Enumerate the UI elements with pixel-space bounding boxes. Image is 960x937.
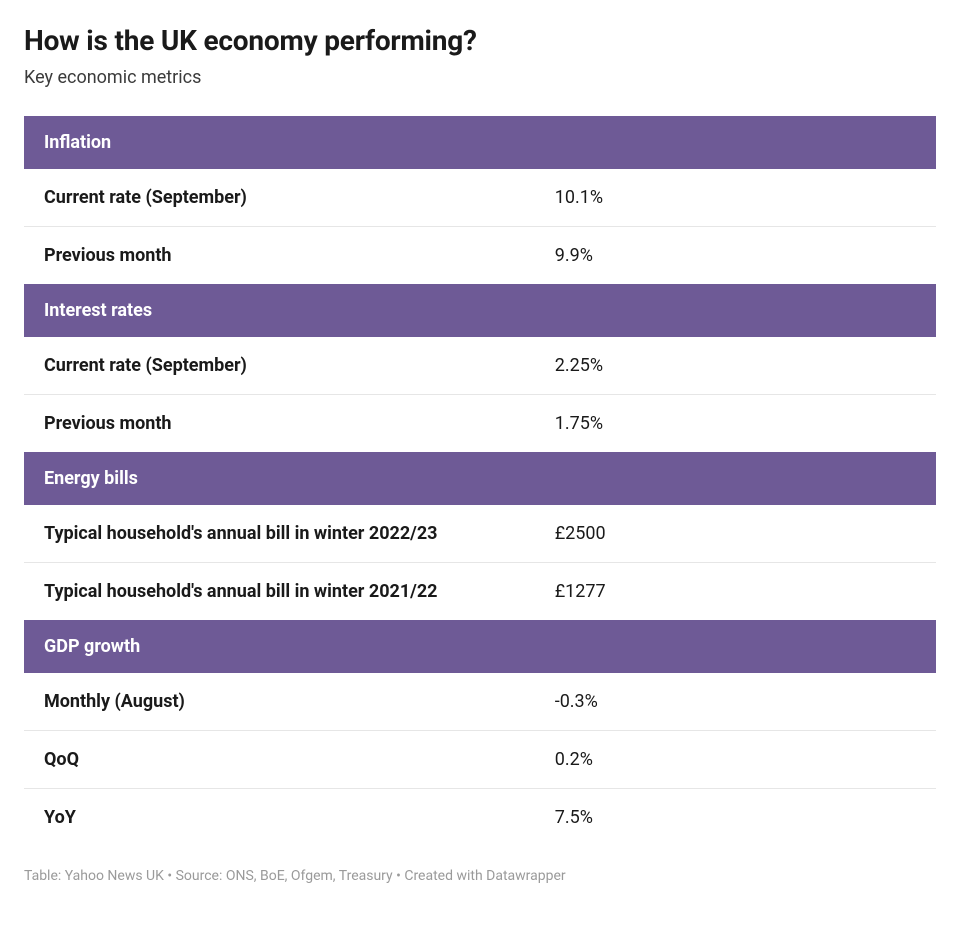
metric-label: YoY bbox=[24, 789, 535, 847]
section-header-label: GDP growth bbox=[24, 620, 936, 673]
metric-label: Previous month bbox=[24, 395, 535, 453]
metric-value: -0.3% bbox=[535, 673, 936, 731]
metric-label: Previous month bbox=[24, 227, 535, 285]
section-header: GDP growth bbox=[24, 620, 936, 673]
section-header: Interest rates bbox=[24, 284, 936, 337]
metric-label: Typical household's annual bill in winte… bbox=[24, 563, 535, 621]
section-header-label: Inflation bbox=[24, 116, 936, 169]
section-header-label: Interest rates bbox=[24, 284, 936, 337]
table-row: YoY7.5% bbox=[24, 789, 936, 847]
metrics-table: InflationCurrent rate (September)10.1%Pr… bbox=[24, 116, 936, 846]
table-row: Previous month9.9% bbox=[24, 227, 936, 285]
metric-value: £2500 bbox=[535, 505, 936, 563]
economy-table-card: How is the UK economy performing? Key ec… bbox=[0, 0, 960, 902]
table-row: QoQ0.2% bbox=[24, 731, 936, 789]
section-header: Energy bills bbox=[24, 452, 936, 505]
table-row: Current rate (September)2.25% bbox=[24, 337, 936, 395]
section-header: Inflation bbox=[24, 116, 936, 169]
metric-value: 10.1% bbox=[535, 169, 936, 227]
table-footer: Table: Yahoo News UK • Source: ONS, BoE,… bbox=[24, 868, 936, 884]
table-row: Monthly (August)-0.3% bbox=[24, 673, 936, 731]
metric-label: Monthly (August) bbox=[24, 673, 535, 731]
table-row: Typical household's annual bill in winte… bbox=[24, 505, 936, 563]
metric-label: Typical household's annual bill in winte… bbox=[24, 505, 535, 563]
page-subtitle: Key economic metrics bbox=[24, 67, 936, 88]
section-header-label: Energy bills bbox=[24, 452, 936, 505]
page-title: How is the UK economy performing? bbox=[24, 24, 936, 57]
metric-value: 2.25% bbox=[535, 337, 936, 395]
metric-value: 7.5% bbox=[535, 789, 936, 847]
metric-value: 1.75% bbox=[535, 395, 936, 453]
metric-value: 0.2% bbox=[535, 731, 936, 789]
metric-label: Current rate (September) bbox=[24, 169, 535, 227]
table-row: Typical household's annual bill in winte… bbox=[24, 563, 936, 621]
metric-value: 9.9% bbox=[535, 227, 936, 285]
metric-value: £1277 bbox=[535, 563, 936, 621]
metric-label: QoQ bbox=[24, 731, 535, 789]
table-row: Current rate (September)10.1% bbox=[24, 169, 936, 227]
metric-label: Current rate (September) bbox=[24, 337, 535, 395]
metrics-table-body: InflationCurrent rate (September)10.1%Pr… bbox=[24, 116, 936, 846]
table-row: Previous month1.75% bbox=[24, 395, 936, 453]
